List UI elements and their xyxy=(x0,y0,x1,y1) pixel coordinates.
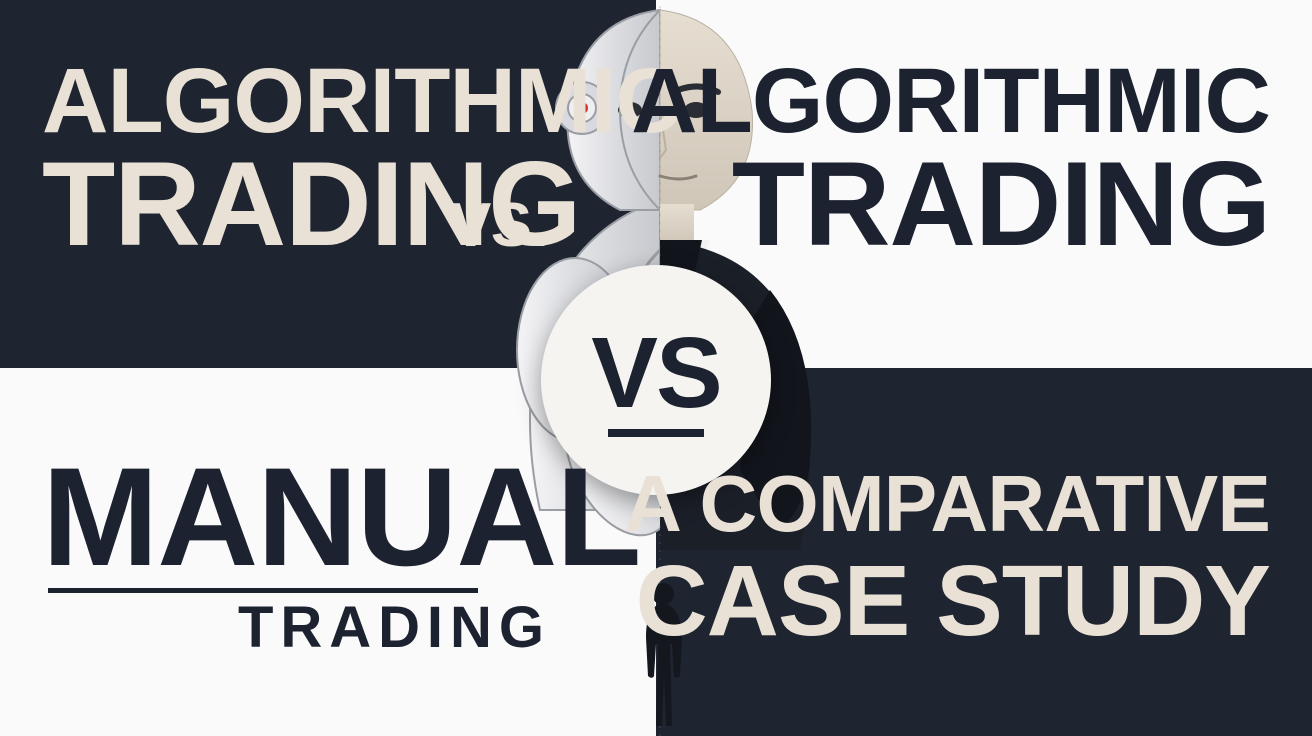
infographic-stage: VS ALGORITHMIC TRADING VS. ALGORITHMIC T… xyxy=(0,0,1312,736)
tl-line1: ALGORITHMIC xyxy=(42,60,681,143)
bl-line1: MANUAL xyxy=(42,454,640,580)
bl-line2: TRADING xyxy=(238,602,551,654)
vs-badge-text: VS xyxy=(591,323,720,423)
br-line1: A COMPARATIVE xyxy=(624,468,1270,540)
tl-vs: VS. xyxy=(450,198,548,254)
tr-line2: TRADING xyxy=(732,150,1270,258)
bl-underline xyxy=(48,588,478,593)
vs-underline xyxy=(608,429,704,437)
br-line2: CASE STUDY xyxy=(635,556,1270,646)
tr-line1: ALGORITHMIC xyxy=(631,60,1270,143)
